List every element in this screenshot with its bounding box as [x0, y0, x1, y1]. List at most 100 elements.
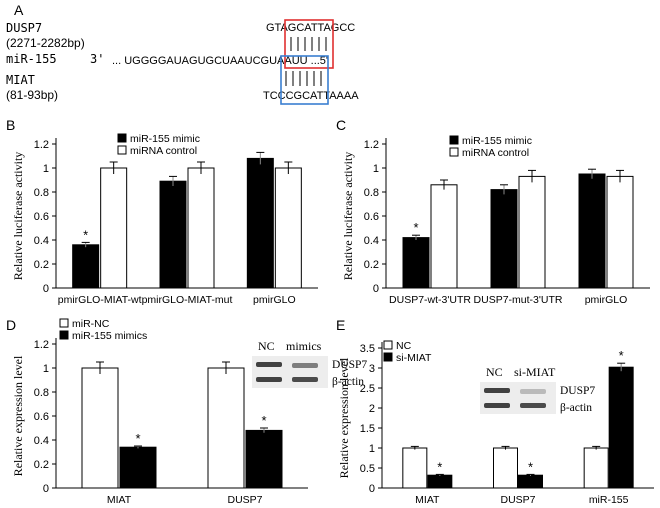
- y-axis-title: Relative expression level: [11, 355, 25, 476]
- y-axis-title: Relative luciferase activity: [11, 152, 25, 281]
- legend-swatch: [449, 147, 459, 157]
- y-tick-label: 0.2: [34, 459, 49, 471]
- dusp7-seed-box: [284, 19, 334, 69]
- significance-star: *: [83, 227, 88, 242]
- y-tick-label: 0.4: [364, 235, 379, 247]
- y-tick-label: 0: [43, 283, 49, 295]
- legend-swatch: [59, 318, 69, 328]
- y-tick-label: 1.2: [34, 339, 49, 351]
- significance-star: *: [261, 413, 266, 428]
- chart-b-luciferase-miat: B Relative luciferase activity 0 0.2 0.4 0.6 0…: [6, 117, 318, 306]
- y-tick-label: 0.6: [364, 211, 379, 223]
- panel-label-b: B: [6, 117, 15, 133]
- y-tick-label: 2: [369, 403, 375, 415]
- bar-pmirglo-miat-wt-mir-155-mimic: [72, 244, 100, 289]
- bar-pmirglo-mir-155-mimic: [578, 173, 606, 289]
- y-tick-label: 0.6: [34, 211, 49, 223]
- significance-star: *: [437, 459, 442, 474]
- bar-miat-si-miat: [427, 474, 453, 489]
- significance-star: *: [528, 459, 533, 474]
- y-tick-label: 1: [43, 163, 49, 175]
- blot-membrane: [480, 382, 556, 414]
- bar-pmirglo-miat-mut-mirna-control: [187, 167, 215, 289]
- blot-band: [520, 403, 546, 408]
- legend-label: NC: [396, 340, 412, 352]
- y-tick-label: 0.2: [364, 259, 379, 271]
- bar-pmirglo-mirna-control: [606, 175, 634, 289]
- panel-a-alignment: A DUSP7 (2271-2282bp) miR-155 3' ... UGG…: [6, 2, 359, 105]
- y-tick-label: 0: [369, 483, 375, 495]
- significance-star: *: [135, 431, 140, 446]
- x-category-label: pmirGLO: [585, 294, 628, 306]
- blot-band: [256, 362, 282, 367]
- bar-miat-mir-nc: [81, 367, 119, 489]
- blot-column-label: NC: [258, 339, 275, 353]
- y-tick-label: 3: [369, 363, 375, 375]
- significance-star: *: [413, 220, 418, 235]
- bar-pmirglo-miat-wt-mirna-control: [100, 167, 128, 289]
- dusp7-range: (2271-2282bp): [6, 36, 85, 50]
- y-tick-label: 1: [369, 443, 375, 455]
- y-tick-label: 2.5: [360, 383, 375, 395]
- y-axis-title: Relative luciferase activity: [341, 152, 355, 281]
- y-tick-label: 0.8: [364, 187, 379, 199]
- x-category-label: pmirGLO-MIAT-mut: [142, 294, 233, 306]
- legend-label: si-MIAT: [396, 352, 432, 364]
- bar-pmirglo-mirna-control: [274, 167, 302, 289]
- legend-label: miR-155 mimic: [130, 133, 200, 145]
- bar-mir-155-si-miat: [608, 366, 634, 489]
- miat-seed-box: [280, 55, 329, 105]
- base-pair-lines: [285, 37, 327, 86]
- legend-label: miR-155 mimic: [462, 135, 532, 147]
- bar-miat-mir-155-mimics: [119, 446, 157, 489]
- y-tick-label: 0.6: [34, 411, 49, 423]
- y-tick-label: 3.5: [360, 343, 375, 355]
- mir-name: miR-155: [6, 52, 57, 66]
- bar-dusp7-mir-nc: [207, 367, 245, 489]
- blot-band: [292, 377, 318, 382]
- blot-band-label: β-actin: [332, 376, 364, 388]
- chart-e-expression-si-miat: E Relative expression level 0 0.5 1 1.5 2 2.5 3 3…: [336, 317, 654, 506]
- miat-name: MIAT: [6, 73, 35, 87]
- bar-dusp7-si-miat: [518, 474, 543, 489]
- y-tick-label: 1: [43, 363, 49, 375]
- y-axis-title: Relative expression level: [337, 357, 351, 478]
- y-tick-label: 0: [373, 283, 379, 295]
- miat-sequence: TCCCGCATTAAAA: [263, 90, 359, 102]
- western-blot-inset: NC si-MIAT DUSP7 β-actin: [480, 365, 595, 414]
- y-tick-label: 0: [43, 483, 49, 495]
- x-category-label: DUSP7-wt-3'UTR: [389, 294, 471, 306]
- legend-label: miRNA control: [462, 147, 529, 159]
- panel-label-a: A: [14, 2, 24, 18]
- blot-column-label: si-MIAT: [514, 365, 556, 379]
- blot-band-label: DUSP7: [560, 385, 595, 397]
- blot-band: [256, 377, 282, 382]
- significance-star: *: [619, 348, 624, 363]
- legend-swatch: [449, 135, 459, 145]
- x-category-label: DUSP7: [500, 494, 535, 506]
- y-tick-label: 0.8: [34, 387, 49, 399]
- blot-band-label: DUSP7: [332, 359, 367, 371]
- bar-dusp7-mut-3-utr-mirna-control: [518, 175, 546, 289]
- blot-band: [484, 388, 510, 393]
- y-tick-label: 0.4: [34, 435, 49, 447]
- dusp7-sequence: GTAGCATTAGCC: [266, 22, 355, 34]
- y-tick-label: 1.2: [34, 139, 49, 151]
- bar-pmirglo-miat-mut-mir-155-mimic: [159, 180, 187, 289]
- bar-dusp7-nc: [493, 447, 518, 489]
- x-category-label: miR-155: [589, 494, 629, 506]
- chart-c-luciferase-dusp7: C Relative luciferase activity 0 0.2 0.4 0.6 0…: [336, 117, 650, 306]
- chart-d-expression-mimics: D Relative expression level 0 0.2 0.4 0.6 0.8 1…: [6, 317, 367, 506]
- bar-dusp7-mir-155-mimics: [245, 429, 283, 489]
- blot-column-label: mimics: [286, 339, 322, 353]
- legend-swatch: [117, 145, 127, 155]
- blot-band: [292, 363, 318, 368]
- blot-band: [520, 389, 546, 394]
- panel-label-e: E: [336, 317, 345, 333]
- blot-membrane: [252, 356, 328, 388]
- bar-dusp7-wt-3-utr-mirna-control: [430, 184, 458, 289]
- legend-label: miR-155 mimics: [72, 330, 147, 342]
- y-tick-label: 1.2: [364, 139, 379, 151]
- bar-miat-nc: [402, 447, 428, 489]
- legend-swatch: [383, 340, 393, 350]
